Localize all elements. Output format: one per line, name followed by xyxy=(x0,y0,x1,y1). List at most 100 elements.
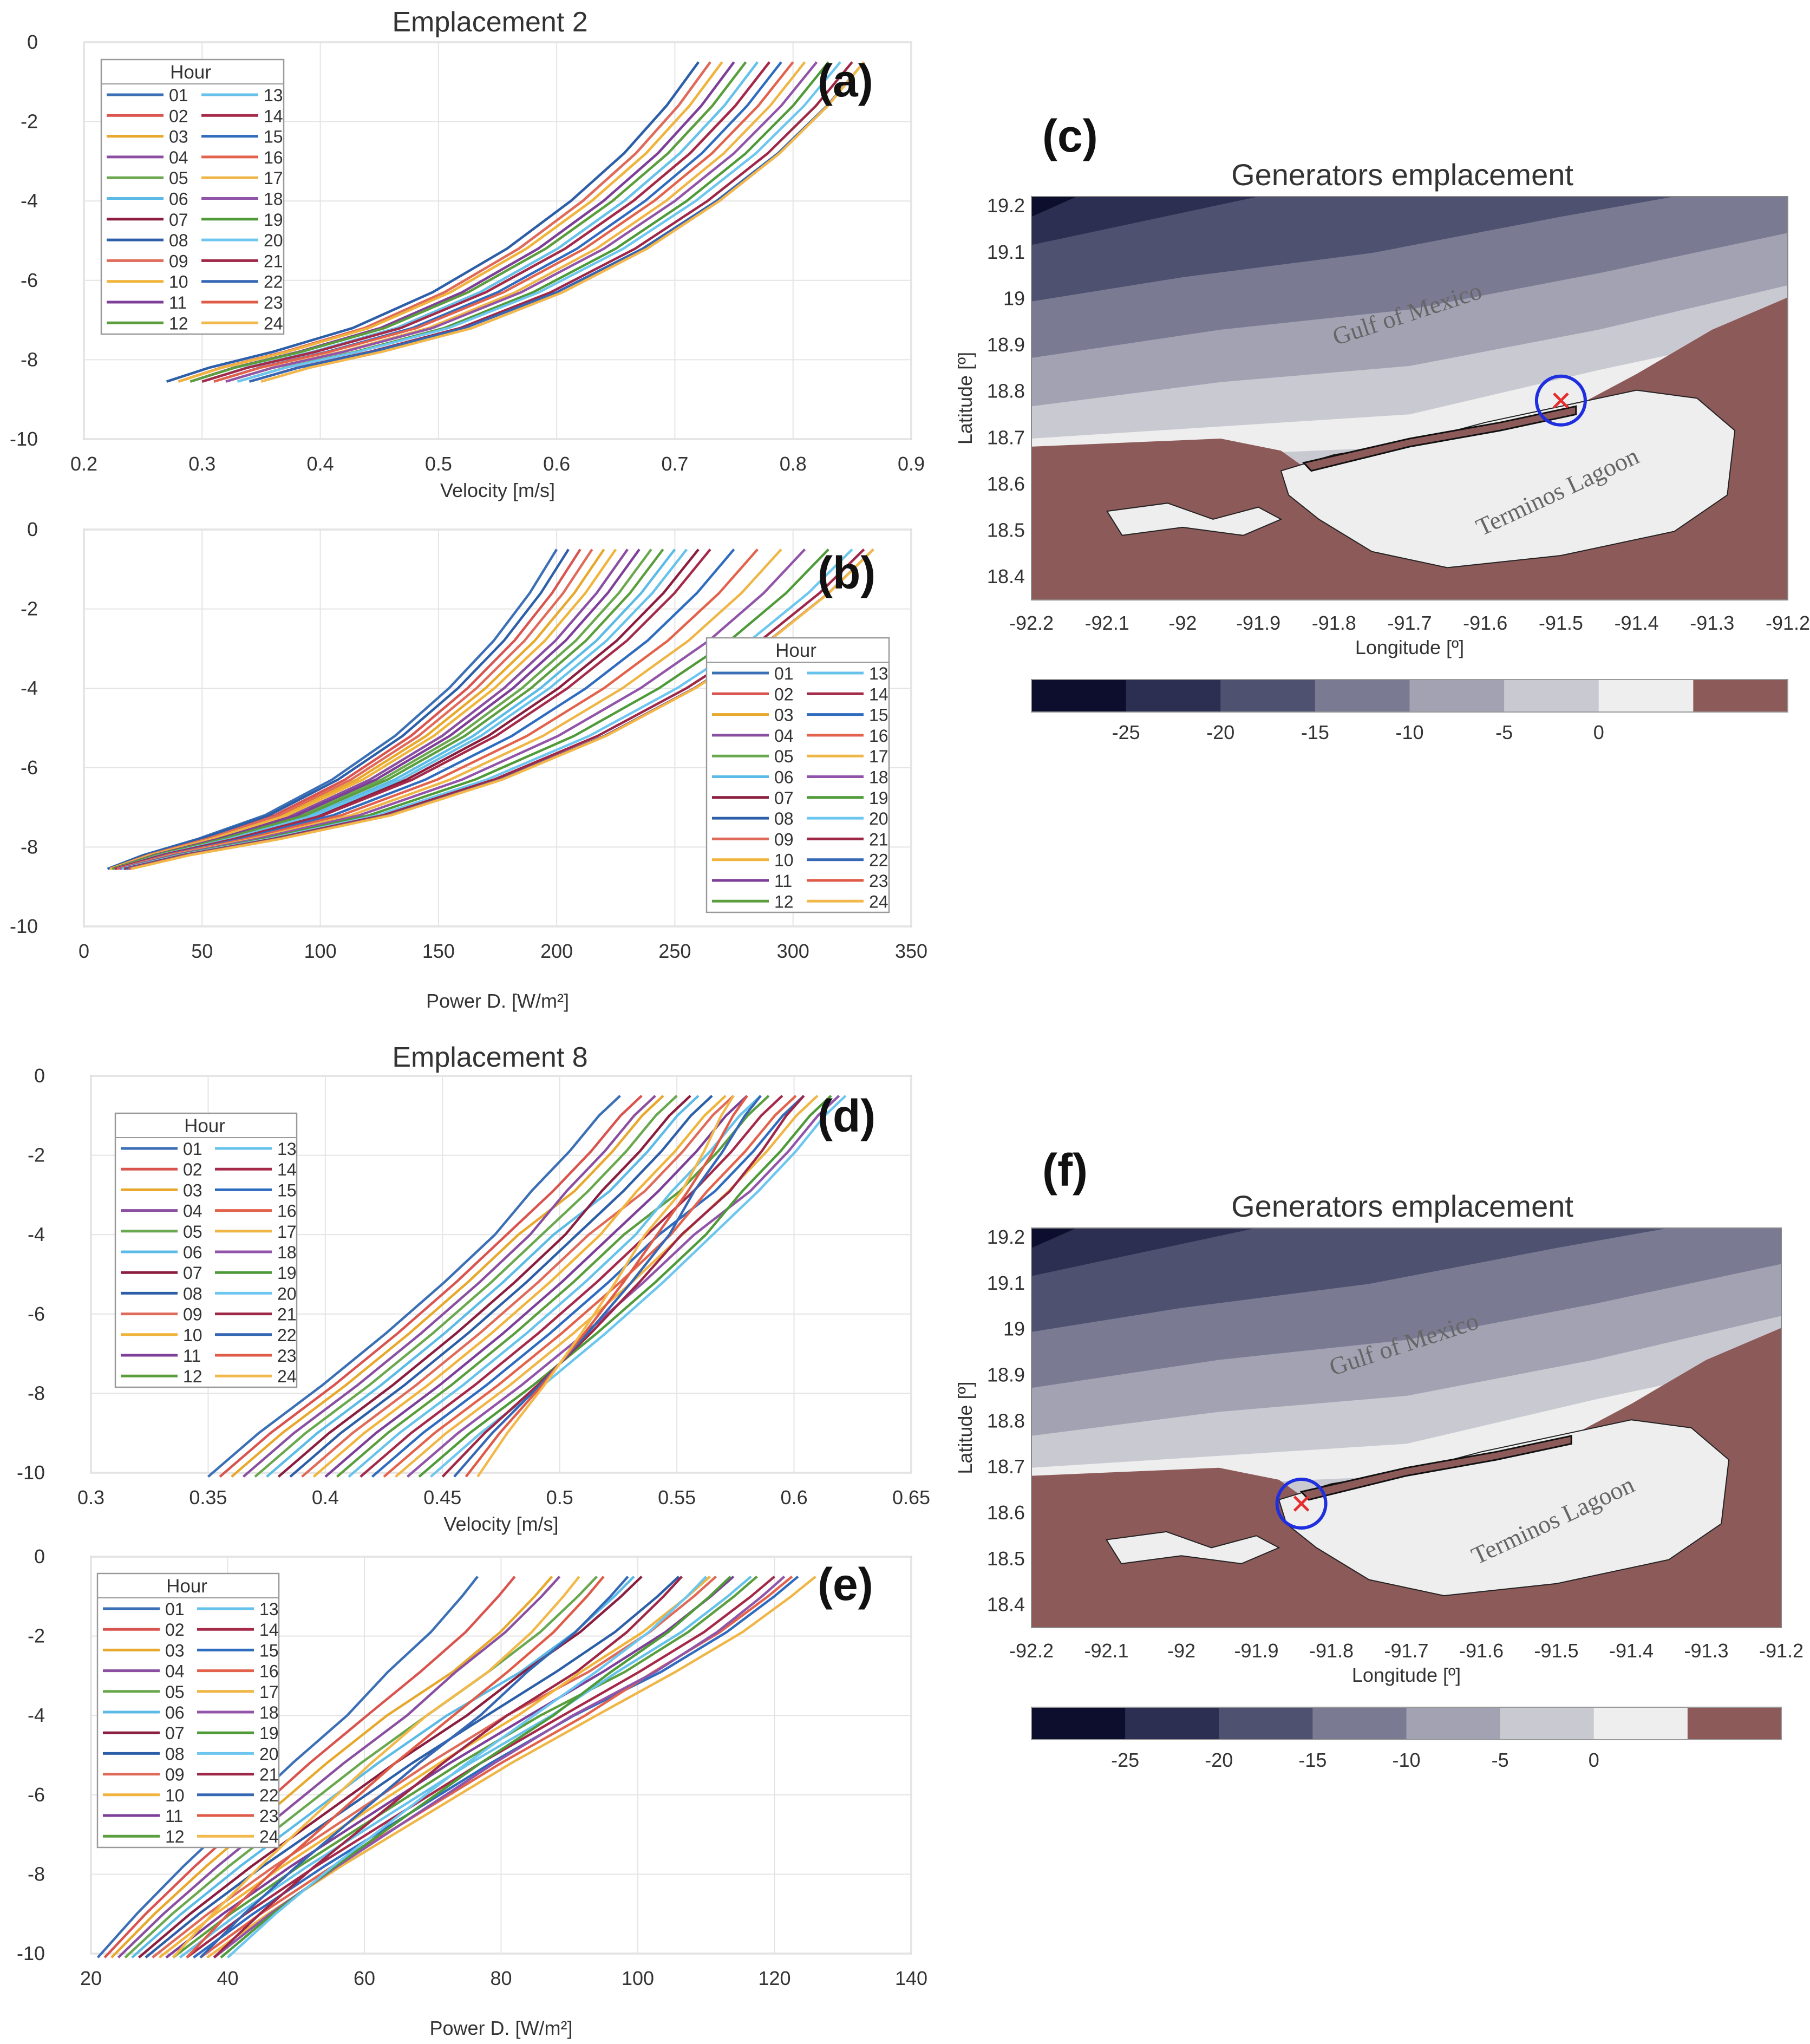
x-tick-label: 0.6 xyxy=(781,1486,808,1508)
legend-label-03: 03 xyxy=(165,1641,185,1660)
x-tick-label: 0.5 xyxy=(546,1486,573,1508)
legend: Hour010203040506070809101112131415161718… xyxy=(114,1112,298,1388)
lon-tick-label: -92.2 xyxy=(1009,1640,1054,1662)
lon-tick-label: -91.6 xyxy=(1463,612,1507,634)
legend-label-20: 20 xyxy=(264,231,283,250)
colorbar-tick-label: -25 xyxy=(1111,1749,1139,1771)
legend-label-06: 06 xyxy=(774,768,794,787)
legend-label-23: 23 xyxy=(277,1346,297,1366)
legend-label-10: 10 xyxy=(165,1786,185,1805)
legend-label-15: 15 xyxy=(869,706,888,725)
x-tick-label: 0.2 xyxy=(70,453,97,475)
legend: Hour010203040506070809101112131415161718… xyxy=(705,637,890,913)
y-tick-label: -10 xyxy=(10,915,38,937)
legend-label-22: 22 xyxy=(277,1325,297,1345)
y-tick-label: -8 xyxy=(21,348,38,370)
legend-label-19: 19 xyxy=(264,210,283,230)
lon-tick-label: -91.6 xyxy=(1459,1640,1504,1662)
legend-label-08: 08 xyxy=(183,1284,202,1303)
legend-label-01: 01 xyxy=(183,1139,202,1159)
x-tick-label: 140 xyxy=(895,1967,927,1989)
legend-label-07: 07 xyxy=(183,1263,202,1283)
lon-tick-label: -91.3 xyxy=(1684,1640,1728,1662)
y-tick-label: 0 xyxy=(34,1065,45,1087)
colorbar-segment xyxy=(1406,1707,1501,1740)
lat-tick-label: 18.9 xyxy=(987,334,1025,356)
legend-box xyxy=(114,1112,298,1388)
x-tick-label: 300 xyxy=(777,940,809,962)
series-line-11 xyxy=(324,1095,748,1478)
series-line-23 xyxy=(465,1095,748,1478)
colorbar-tick-label: -15 xyxy=(1301,721,1329,743)
lat-tick-label: 18.4 xyxy=(987,565,1025,587)
colorbar-segment xyxy=(1409,680,1505,712)
legend-label-12: 12 xyxy=(774,892,794,911)
series-line-23 xyxy=(186,1576,605,1958)
series-line-15 xyxy=(371,1095,805,1478)
legend-label-14: 14 xyxy=(869,684,888,704)
legend-label-09: 09 xyxy=(774,830,794,849)
lon-tick-label: -91.2 xyxy=(1759,1640,1804,1662)
series-line-16 xyxy=(383,1095,797,1478)
series-line-20 xyxy=(237,61,841,383)
legend-label-23: 23 xyxy=(259,1806,279,1826)
series-line-18 xyxy=(225,61,818,383)
legend-label-14: 14 xyxy=(277,1160,297,1179)
lat-axis-label: Latitude [º] xyxy=(954,352,976,445)
series-line-20 xyxy=(226,1576,707,1958)
x-tick-label: 0.3 xyxy=(77,1486,104,1508)
series-line-08 xyxy=(289,1095,713,1478)
panel-letter: (e) xyxy=(818,1559,873,1610)
legend-label-17: 17 xyxy=(869,747,888,766)
legend-box xyxy=(705,637,890,913)
series-line-24 xyxy=(476,1095,735,1478)
lat-tick-label: 18.7 xyxy=(987,426,1025,448)
colorbar-segment xyxy=(1500,1707,1595,1740)
x-axis-label: Velocity [m/s] xyxy=(440,479,555,501)
legend-label-05: 05 xyxy=(169,168,188,188)
colorbar-segment xyxy=(1593,1707,1688,1740)
emplacement-circle xyxy=(1534,374,1587,427)
y-tick-label: -2 xyxy=(21,598,38,620)
colorbar-segment xyxy=(1687,1707,1782,1740)
legend-label-11: 11 xyxy=(169,293,187,312)
series-line-01 xyxy=(96,1576,479,1958)
x-tick-label: 0.9 xyxy=(898,453,925,475)
legend-label-05: 05 xyxy=(183,1222,202,1242)
panel-letter: (b) xyxy=(818,547,875,598)
y-tick-label: -6 xyxy=(28,1303,45,1325)
legend-label-13: 13 xyxy=(277,1139,297,1159)
lat-axis-label: Latitude [º] xyxy=(954,1381,976,1474)
x-tick-label: 200 xyxy=(540,940,573,962)
lon-axis-label: Longitude [º] xyxy=(1352,1664,1461,1686)
barrier-island xyxy=(1302,405,1577,472)
generator-marker xyxy=(1293,1496,1310,1512)
lat-tick-label: 19 xyxy=(1003,1318,1025,1340)
legend-label-16: 16 xyxy=(277,1201,297,1221)
x-tick-label: 50 xyxy=(191,940,213,962)
legend-label-16: 16 xyxy=(869,726,888,746)
legend-label-03: 03 xyxy=(169,127,188,147)
panel-title: Emplacement 2 xyxy=(392,6,587,38)
barrier-island xyxy=(1299,1434,1572,1501)
legend-title: Hour xyxy=(170,62,211,83)
legend-label-21: 21 xyxy=(277,1305,297,1324)
lon-tick-label: -91.4 xyxy=(1609,1640,1654,1662)
lat-tick-label: 18.5 xyxy=(987,1547,1025,1570)
y-tick-label: 0 xyxy=(27,518,38,540)
legend-label-10: 10 xyxy=(183,1325,202,1345)
y-tick-label: -8 xyxy=(28,1382,45,1404)
x-tick-label: 0.3 xyxy=(188,453,215,475)
x-tick-label: 0.55 xyxy=(658,1486,696,1508)
legend-label-01: 01 xyxy=(774,664,794,683)
series-line-24 xyxy=(172,1576,580,1958)
lon-tick-label: -91.3 xyxy=(1690,612,1734,634)
legend-title: Hour xyxy=(775,640,816,661)
legend: Hour010203040506070809101112131415161718… xyxy=(96,1572,280,1849)
series-line-21 xyxy=(213,1576,683,1958)
y-tick-label: -8 xyxy=(28,1863,45,1885)
legend-label-11: 11 xyxy=(165,1806,183,1826)
series-line-06 xyxy=(266,1095,700,1478)
x-tick-label: 0.5 xyxy=(425,453,452,475)
series-line-08 xyxy=(166,61,700,383)
